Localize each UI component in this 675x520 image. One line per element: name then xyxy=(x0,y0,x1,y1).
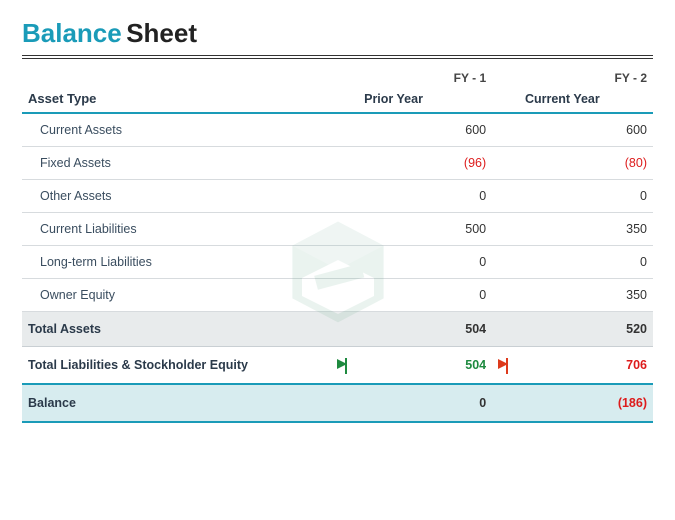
row-fy1: 0 xyxy=(358,279,492,312)
row-fy2: 350 xyxy=(519,213,653,246)
total-assets-fy2: 520 xyxy=(519,312,653,347)
table-row: Current Assets 600 600 xyxy=(22,113,653,147)
table-row: Owner Equity 0 350 xyxy=(22,279,653,312)
balance-sheet-table: FY - 1 FY - 2 Asset Type Prior Year Curr… xyxy=(22,65,653,423)
row-label: Other Assets xyxy=(22,180,331,213)
total-liab-equity-fy1: 504 xyxy=(358,347,492,385)
row-label: Current Liabilities xyxy=(22,213,331,246)
header-asset-type: Asset Type xyxy=(22,87,331,113)
row-label: Owner Equity xyxy=(22,279,331,312)
table-row: Other Assets 00 xyxy=(22,180,653,213)
total-liab-equity-label: Total Liabilities & Stockholder Equity xyxy=(22,347,331,385)
row-fy1: (96) xyxy=(358,147,492,180)
total-assets-row: Total Assets 504 520 xyxy=(22,312,653,347)
title-rest: Sheet xyxy=(126,18,197,48)
row-label: Current Assets xyxy=(22,113,331,147)
column-header-row: Asset Type Prior Year Current Year xyxy=(22,87,653,113)
fiscal-year-row: FY - 1 FY - 2 xyxy=(22,65,653,87)
row-fy2: 600 xyxy=(519,113,653,147)
page-title: Balance Sheet xyxy=(22,18,653,59)
header-fy1: FY - 1 xyxy=(358,65,492,87)
total-assets-label: Total Assets xyxy=(22,312,331,347)
row-fy2: 0 xyxy=(519,180,653,213)
balance-label: Balance xyxy=(22,384,331,422)
total-liab-equity-row: Total Liabilities & Stockholder Equity 5… xyxy=(22,347,653,385)
row-fy1: 0 xyxy=(358,180,492,213)
row-fy2: 0 xyxy=(519,246,653,279)
header-fy2: FY - 2 xyxy=(519,65,653,87)
table-row: Current Liabilities 500 350 xyxy=(22,213,653,246)
balance-fy2: (186) xyxy=(519,384,653,422)
header-prior-year: Prior Year xyxy=(358,87,492,113)
flag-icon xyxy=(498,359,508,369)
row-fy1: 500 xyxy=(358,213,492,246)
table-row: Fixed Assets (96) (80) xyxy=(22,147,653,180)
row-label: Fixed Assets xyxy=(22,147,331,180)
row-label: Long-term Liabilities xyxy=(22,246,331,279)
total-liab-equity-fy2: 706 xyxy=(519,347,653,385)
balance-row: Balance 0 (186) xyxy=(22,384,653,422)
table-row: Long-term Liabilities 00 xyxy=(22,246,653,279)
row-fy1: 0 xyxy=(358,246,492,279)
title-accent: Balance xyxy=(22,18,122,48)
row-fy2: (80) xyxy=(519,147,653,180)
total-assets-fy1: 504 xyxy=(358,312,492,347)
balance-fy1: 0 xyxy=(358,384,492,422)
row-fy2: 350 xyxy=(519,279,653,312)
header-current-year: Current Year xyxy=(519,87,653,113)
flag-icon xyxy=(337,359,347,369)
row-fy1: 600 xyxy=(358,113,492,147)
